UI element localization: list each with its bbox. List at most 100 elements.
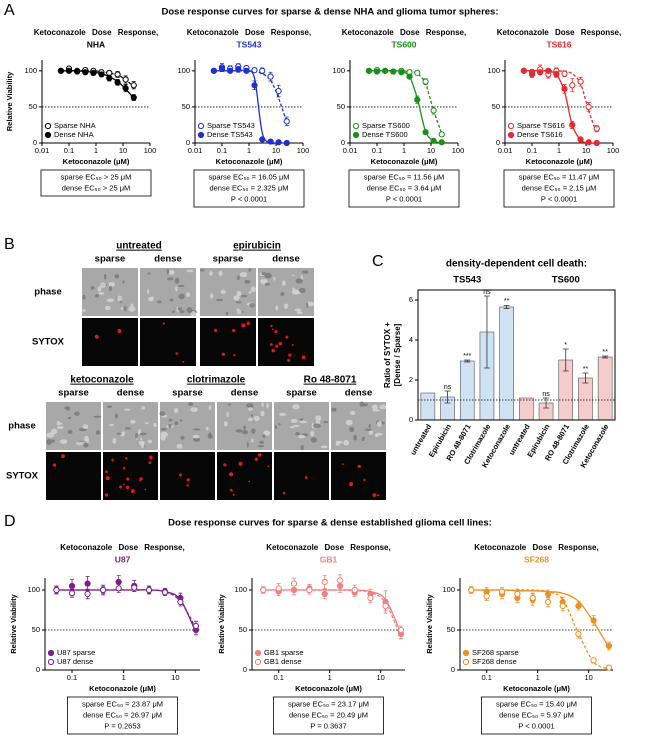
cell bbox=[310, 437, 317, 443]
x-tick-label: 1 bbox=[94, 146, 98, 155]
cell bbox=[292, 403, 300, 410]
cell bbox=[175, 286, 178, 292]
chart-subtitle: TS616 bbox=[546, 39, 571, 49]
cell bbox=[262, 434, 266, 438]
cell bbox=[46, 439, 53, 445]
data-point bbox=[336, 577, 344, 584]
x-tick-label: 100 bbox=[452, 146, 465, 155]
cell bbox=[275, 305, 279, 311]
stained-nucleus bbox=[287, 358, 291, 362]
cell bbox=[299, 287, 306, 294]
x-tick-label: 10 bbox=[272, 146, 280, 155]
data-point bbox=[275, 585, 282, 592]
cell bbox=[364, 428, 372, 432]
stained-nucleus bbox=[228, 472, 234, 477]
stained-nucleus bbox=[304, 476, 308, 479]
cell bbox=[282, 280, 286, 286]
column-label: sparse bbox=[58, 388, 89, 399]
data-point bbox=[68, 590, 76, 597]
cell bbox=[147, 272, 151, 275]
panel-label: C bbox=[372, 253, 384, 270]
legend-label: Sparse TS616 bbox=[517, 121, 565, 130]
annotation: P = 0.2653 bbox=[104, 721, 140, 730]
cell bbox=[235, 301, 242, 304]
stained-nucleus bbox=[372, 493, 377, 497]
stained-nucleus bbox=[139, 477, 143, 481]
cell bbox=[227, 403, 231, 406]
stained-nucleus bbox=[282, 491, 286, 495]
cell bbox=[359, 401, 365, 407]
stained-nucleus bbox=[377, 494, 380, 497]
cell bbox=[192, 428, 201, 431]
x-tick-label: 0.1 bbox=[217, 146, 227, 155]
cell bbox=[250, 414, 254, 417]
cell bbox=[331, 407, 337, 412]
legend-label: Dense TS543 bbox=[207, 130, 253, 139]
fit-curve bbox=[60, 70, 135, 99]
fit-curve bbox=[263, 589, 402, 634]
data-point bbox=[177, 598, 184, 606]
legend-marker bbox=[507, 131, 515, 139]
cell bbox=[112, 437, 117, 444]
stained-nucleus bbox=[233, 354, 236, 357]
cell bbox=[145, 421, 149, 425]
data-point bbox=[575, 630, 582, 638]
chart-title: Ketoconazole Dose Response, bbox=[34, 28, 158, 37]
data-point bbox=[422, 78, 429, 85]
legend-marker bbox=[47, 658, 55, 666]
data-point bbox=[74, 68, 81, 75]
cell bbox=[295, 278, 303, 284]
cell bbox=[241, 429, 249, 435]
data-point bbox=[544, 598, 552, 606]
significance-label: * bbox=[564, 342, 567, 349]
data-point bbox=[145, 586, 153, 594]
cell bbox=[361, 436, 365, 442]
legend-label: Sparse TS600 bbox=[362, 121, 410, 130]
cell bbox=[83, 443, 89, 448]
cell bbox=[159, 411, 166, 416]
cell bbox=[199, 269, 205, 272]
cell bbox=[82, 424, 89, 430]
cell bbox=[67, 416, 72, 420]
annotation: sparse EC₅₀ = 15.40 μM bbox=[496, 699, 577, 708]
cell bbox=[122, 280, 125, 284]
x-tick-label: 1 bbox=[247, 146, 251, 155]
data-point bbox=[53, 586, 60, 594]
sytox-image bbox=[200, 318, 256, 366]
cell bbox=[371, 404, 378, 410]
chart-title: density-dependent cell death: bbox=[446, 259, 587, 270]
column-label: sparse bbox=[286, 388, 317, 399]
stained-nucleus bbox=[238, 461, 243, 466]
data-point bbox=[260, 586, 267, 594]
stained-nucleus bbox=[271, 328, 274, 331]
cell bbox=[253, 416, 260, 422]
x-tick-label: 10 bbox=[427, 146, 435, 155]
data-point bbox=[398, 69, 405, 76]
x-axis-label: Ketoconazole (μM) bbox=[216, 157, 283, 166]
stained-nucleus bbox=[61, 454, 65, 459]
cell bbox=[116, 432, 122, 435]
data-point bbox=[365, 67, 372, 74]
chart-subtitle: U87 bbox=[115, 554, 131, 564]
legend-marker bbox=[462, 658, 470, 666]
stained-nucleus bbox=[301, 355, 306, 360]
y-tick-label: 0 bbox=[451, 665, 455, 674]
data-point bbox=[351, 586, 358, 594]
stained-nucleus bbox=[341, 463, 344, 466]
cell bbox=[179, 310, 185, 313]
stained-nucleus bbox=[248, 480, 251, 483]
y-tick-label: 0 bbox=[409, 415, 413, 424]
cell bbox=[58, 422, 63, 425]
legend-marker bbox=[352, 131, 360, 139]
annotation: dense EC₅₀ > 25 μM bbox=[62, 183, 131, 192]
y-tick-label: 50 bbox=[447, 625, 455, 634]
cell bbox=[218, 270, 223, 277]
stained-nucleus bbox=[278, 341, 283, 346]
cell bbox=[100, 282, 106, 288]
fit-curve bbox=[368, 70, 442, 144]
stained-nucleus bbox=[257, 453, 262, 457]
x-tick-label: 1 bbox=[536, 673, 540, 682]
cell bbox=[176, 443, 183, 449]
panel-label: A bbox=[4, 2, 15, 19]
data-point bbox=[275, 139, 282, 146]
